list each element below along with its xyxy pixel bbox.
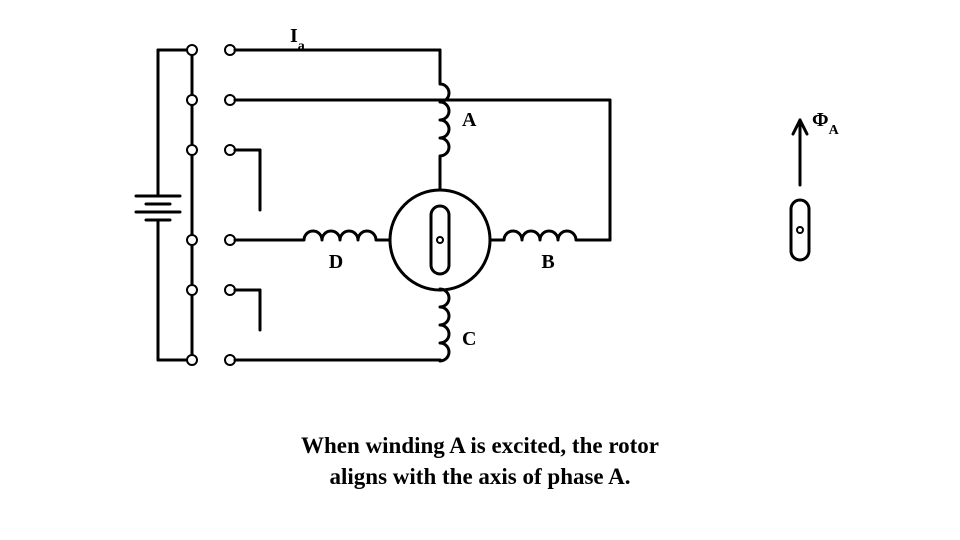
slide: AIaCDBΦA When winding A is excited, the …: [0, 0, 960, 540]
schematic-svg: AIaCDBΦA: [120, 20, 900, 400]
caption-line-2: aligns with the axis of phase A.: [330, 464, 631, 489]
caption-line-1: When winding A is excited, the rotor: [301, 433, 659, 458]
svg-text:ΦA: ΦA: [812, 109, 840, 138]
svg-text:A: A: [462, 109, 477, 131]
svg-text:D: D: [329, 251, 343, 273]
svg-text:C: C: [462, 328, 476, 350]
svg-text:B: B: [541, 251, 554, 273]
caption: When winding A is excited, the rotor ali…: [0, 430, 960, 492]
stepper-motor-schematic: AIaCDBΦA: [120, 20, 900, 400]
